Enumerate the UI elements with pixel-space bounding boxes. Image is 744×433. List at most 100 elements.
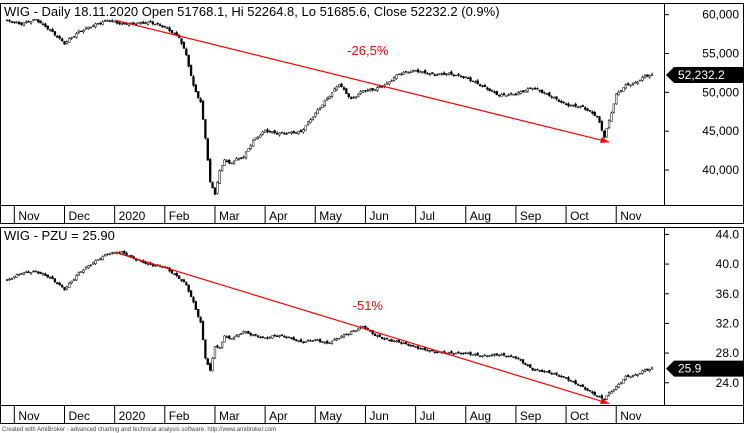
candle-body	[290, 131, 293, 134]
candle-body	[249, 333, 252, 336]
candle-body	[541, 369, 544, 373]
candle-body	[8, 278, 11, 281]
candle-body	[347, 93, 350, 98]
candle-body	[550, 96, 553, 98]
candle-body	[149, 20, 152, 23]
x-tick-label: Mar	[219, 209, 240, 223]
candle-body	[409, 345, 412, 347]
candle-body	[414, 346, 417, 348]
candle-body	[638, 79, 642, 82]
candle-body	[256, 335, 260, 338]
candle-body	[139, 22, 143, 24]
candle-body	[517, 92, 520, 95]
candle-body	[170, 30, 174, 34]
candle-body	[514, 93, 518, 95]
candle-body	[624, 84, 627, 89]
candle-body	[268, 337, 272, 339]
candle-body	[500, 354, 503, 356]
candle-body	[118, 22, 121, 25]
candle-body	[538, 89, 541, 92]
candle-body	[366, 89, 369, 92]
candle-body	[524, 363, 527, 365]
x-tick-label: May	[319, 409, 342, 423]
candle-body	[6, 19, 9, 22]
candle-body	[194, 301, 198, 310]
candle-body	[395, 74, 398, 79]
candle-body	[557, 375, 561, 377]
candle-body	[101, 256, 104, 260]
candle-body	[376, 87, 379, 91]
candle-body	[285, 133, 288, 135]
candle-body	[490, 90, 494, 92]
candle-body	[340, 335, 343, 338]
panel-title: WIG - Daily 18.11.2020 Open 51768.1, Hi …	[4, 4, 500, 19]
candle-body	[65, 41, 69, 44]
candle-body	[505, 95, 508, 97]
candle-body	[287, 131, 291, 134]
title-background	[1, 228, 119, 243]
candle-body	[268, 131, 272, 133]
candle-body	[240, 333, 243, 335]
candle-body	[641, 76, 644, 81]
candle-body	[560, 100, 563, 103]
candle-body	[404, 341, 408, 344]
candle-body	[182, 42, 186, 49]
candle-body	[10, 21, 14, 23]
candle-body	[206, 138, 209, 161]
candle-body	[631, 375, 635, 377]
candle-body	[41, 23, 45, 25]
y-tick-label: 24.0	[716, 376, 740, 390]
candle-body	[459, 75, 463, 78]
candle-body	[388, 339, 391, 341]
candle-body	[354, 330, 358, 332]
candle-body	[488, 355, 491, 357]
candle-body	[266, 337, 269, 339]
candle-body	[493, 91, 496, 93]
candle-body	[407, 72, 410, 74]
candle-body	[120, 251, 123, 254]
candle-body	[197, 309, 200, 317]
candle-body	[15, 274, 18, 278]
candle-body	[106, 20, 109, 22]
candle-body	[524, 90, 527, 93]
candle-body	[304, 340, 307, 344]
candle-body	[306, 121, 310, 125]
candle-body	[581, 105, 584, 107]
candle-body	[622, 87, 625, 92]
candle-body	[77, 272, 80, 276]
candle-body	[299, 130, 303, 133]
candle-body	[175, 273, 178, 277]
candle-body	[342, 87, 346, 90]
candle-body	[29, 21, 33, 24]
candle-body	[545, 371, 549, 373]
candle-body	[543, 370, 546, 373]
candle-body	[199, 98, 202, 103]
candle-body	[63, 40, 66, 45]
candle-body	[402, 342, 405, 345]
candle-body	[421, 348, 424, 350]
candle-body	[428, 73, 432, 75]
candle-body	[285, 336, 288, 339]
candle-body	[464, 76, 467, 79]
candle-body	[44, 273, 47, 276]
candle-body	[316, 109, 319, 115]
candle-body	[209, 159, 212, 182]
candle-body	[249, 145, 252, 149]
candle-body	[416, 69, 420, 73]
candle-body	[567, 377, 570, 381]
candle-body	[13, 276, 16, 278]
candle-body	[646, 368, 649, 371]
wig-price-panel: 40,000 45,000 50,000 55,000 60,000 Nov Dec 2020…	[0, 3, 744, 224]
candle-body	[443, 72, 446, 75]
candle-body	[650, 367, 654, 370]
candle-body	[502, 93, 506, 96]
trendline-label: -51%	[353, 298, 384, 313]
candle-body	[213, 187, 217, 195]
candle-body	[125, 252, 128, 256]
candle-body	[617, 384, 620, 388]
candle-body	[495, 91, 498, 96]
candle-body	[10, 278, 14, 280]
candle-body	[395, 340, 398, 343]
candle-body	[452, 74, 455, 76]
candle-body	[60, 284, 64, 288]
